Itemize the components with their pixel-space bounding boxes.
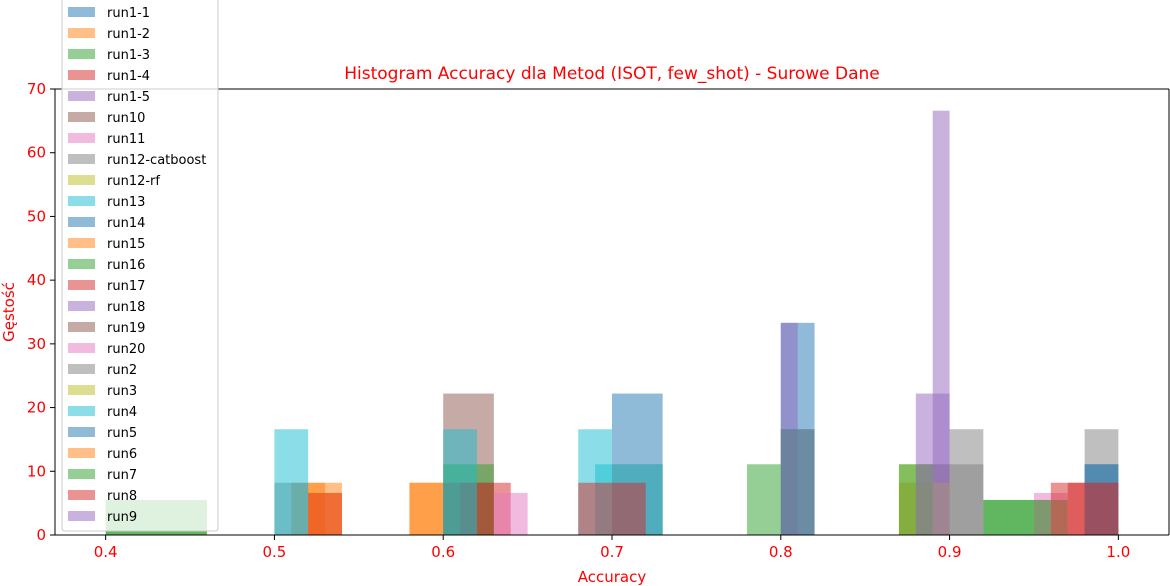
bar-run6-0 [308, 482, 342, 535]
legend-swatch [68, 364, 95, 374]
legend-swatch [68, 301, 95, 311]
x-axis-label: Accuracy [578, 568, 647, 586]
bar-run18-0 [932, 110, 950, 536]
legend-label: run9 [107, 510, 137, 525]
legend-swatch [68, 490, 95, 500]
legend-swatch [68, 7, 95, 17]
x-tick-label: 0.5 [262, 543, 286, 561]
chart-title: Histogram Accuracy dla Metod (ISOT, few_… [344, 64, 880, 84]
legend-swatch [68, 70, 95, 80]
legend-label: run1-2 [107, 27, 150, 42]
y-ticks: 0 10 20 30 40 50 60 70 [27, 80, 55, 544]
y-tick-label: 60 [27, 144, 46, 162]
legend-swatch [68, 238, 95, 248]
y-tick-label: 70 [27, 80, 46, 98]
legend-swatch [68, 469, 95, 479]
y-tick-label: 30 [27, 335, 46, 353]
legend-label: run7 [107, 468, 137, 483]
legend-swatch [68, 175, 95, 185]
legend-swatch [68, 343, 95, 353]
x-tick-label: 0.4 [94, 543, 118, 561]
bar-run13-0 [274, 429, 309, 535]
legend-swatch [68, 112, 95, 122]
bar-run15-0 [409, 482, 444, 535]
legend-swatch [68, 28, 95, 38]
legend-swatch [68, 133, 95, 143]
plot-bars [105, 110, 1119, 536]
bar-run2-1 [780, 429, 815, 535]
bar-run9-0 [915, 464, 950, 535]
legend-box [61, 0, 219, 532]
legend-swatch [68, 91, 95, 101]
legend-swatch [68, 196, 95, 206]
legend-swatch [68, 49, 95, 59]
legend-label: run11 [107, 132, 145, 147]
y-axis-label: Gęstość [0, 282, 18, 342]
legend-label: run5 [107, 426, 137, 441]
x-tick-label: 0.8 [769, 543, 793, 561]
legend-label: run12-rf [107, 174, 160, 189]
bar-run7-2 [983, 499, 1034, 535]
legend-label: run20 [107, 342, 145, 357]
legend-label: run16 [107, 258, 145, 273]
x-tick-label: 0.7 [600, 543, 624, 561]
y-tick-label: 50 [27, 207, 46, 225]
x-tick-label: 0.9 [938, 543, 962, 561]
legend-label: run1-1 [107, 6, 150, 21]
bar-run20-0 [493, 492, 528, 535]
legend-label: run2 [107, 363, 137, 378]
legend-label: run4 [107, 405, 137, 420]
bar-run1-3-0 [747, 464, 781, 535]
legend-swatch [68, 217, 95, 227]
legend-label: run10 [107, 111, 145, 126]
legend-label: run18 [107, 300, 145, 315]
y-tick-label: 10 [27, 462, 46, 480]
legend-label: run3 [107, 384, 137, 399]
legend-label: run1-5 [107, 90, 150, 105]
legend-label: run8 [107, 489, 137, 504]
x-tick-label: 0.6 [431, 543, 455, 561]
x-tick-label: 1.0 [1106, 543, 1130, 561]
legend-swatch [68, 511, 95, 521]
legend-label: run17 [107, 279, 145, 294]
legend-label: run15 [107, 237, 145, 252]
legend-label: run6 [107, 447, 137, 462]
legend-swatch [68, 280, 95, 290]
legend-label: run12-catboost [107, 153, 206, 168]
legend-swatch [68, 154, 95, 164]
x-ticks: 0.4 0.5 0.6 0.7 0.8 0.9 1.0 [94, 535, 1130, 561]
legend-label: run19 [107, 321, 145, 336]
legend-label: run1-4 [107, 69, 150, 84]
legend-swatch [68, 385, 95, 395]
legend-swatch [68, 427, 95, 437]
y-tick-label: 0 [36, 526, 46, 544]
legend-label: run13 [107, 195, 145, 210]
legend-swatch [68, 448, 95, 458]
legend-label: run1-3 [107, 48, 150, 63]
y-tick-label: 40 [27, 271, 46, 289]
legend: run1-1 run1-2 run1-3 run1-4 run1-5 run10 run11… [61, 0, 219, 532]
bar-run4-0 [443, 429, 477, 535]
legend-swatch [68, 259, 95, 269]
legend-swatch [68, 322, 95, 332]
y-tick-label: 20 [27, 399, 46, 417]
bar-run8-1 [1050, 482, 1119, 535]
bar-run8-0 [578, 482, 646, 535]
legend-label: run14 [107, 216, 145, 231]
legend-swatch [68, 406, 95, 416]
